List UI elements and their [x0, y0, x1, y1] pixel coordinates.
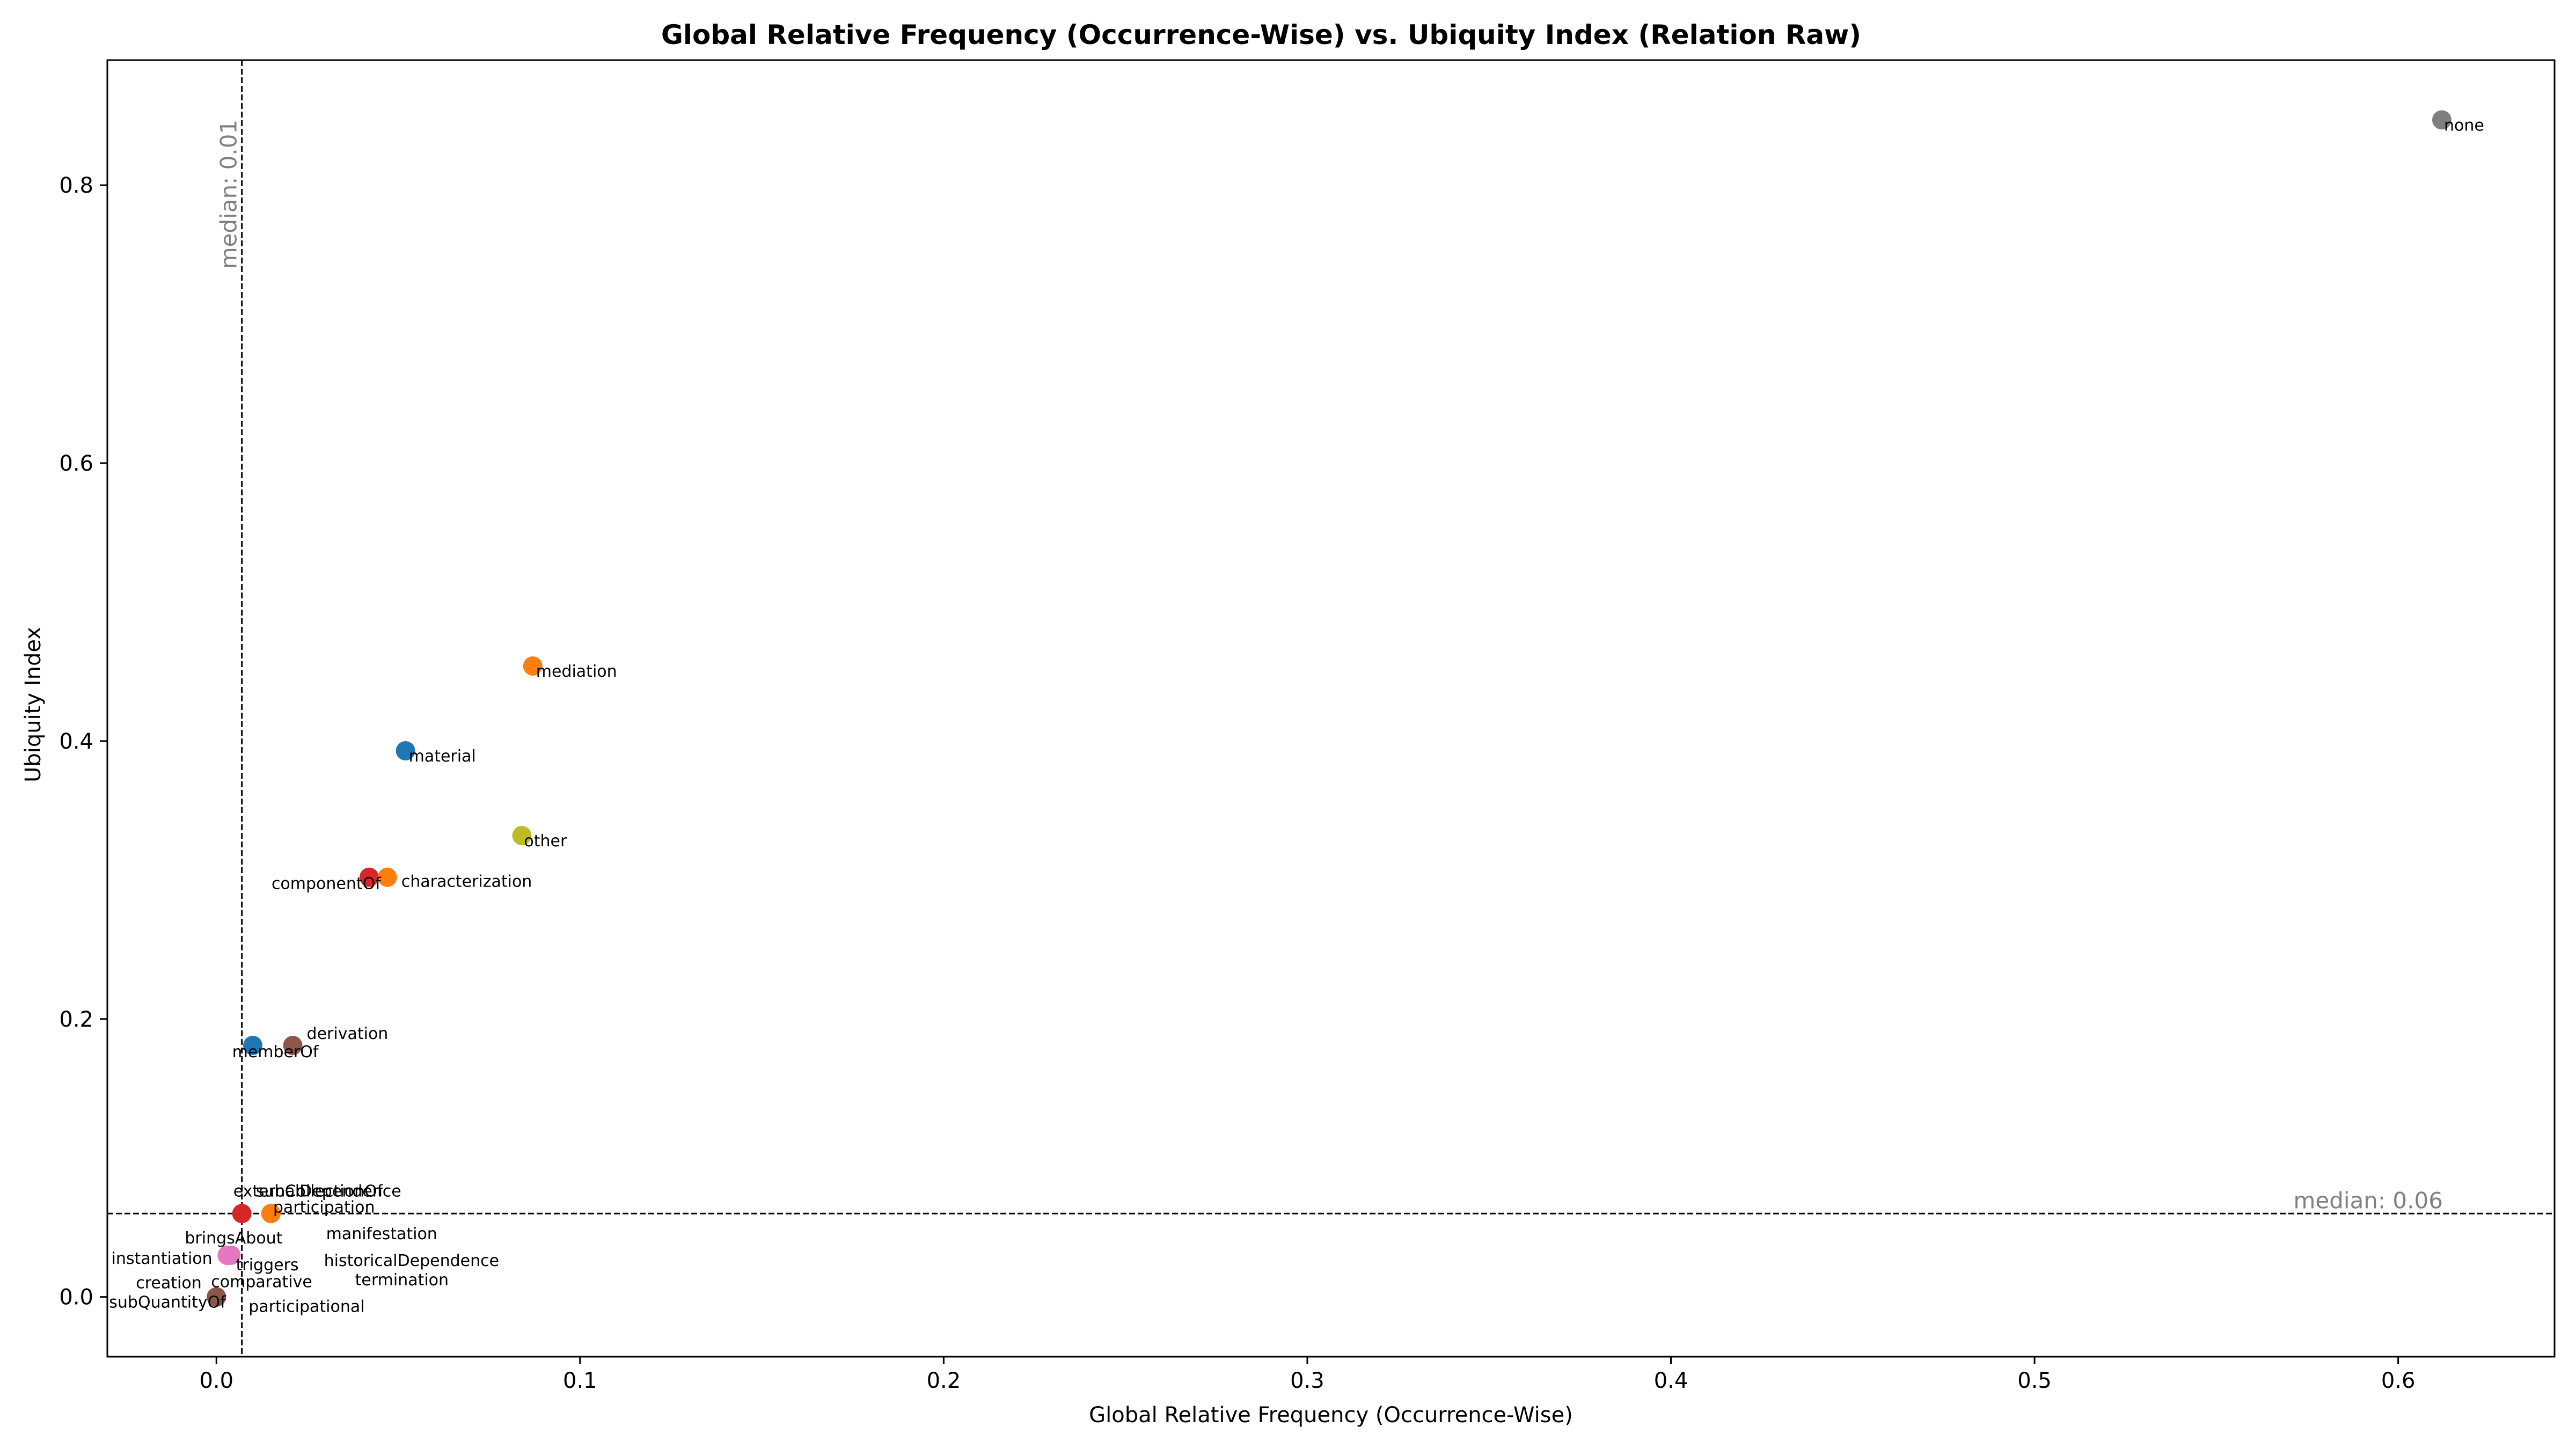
y-tick-label: 0.0 — [59, 1285, 93, 1310]
data-point-label: other — [524, 832, 567, 851]
x-tick-label: 0.5 — [2017, 1368, 2052, 1393]
data-point-label: externalDependence — [233, 1182, 401, 1201]
data-point-label: componentOf — [272, 875, 382, 894]
data-point — [396, 741, 415, 760]
data-point-label: bringsAbout — [185, 1229, 282, 1248]
x-tick-label: 0.0 — [199, 1368, 233, 1393]
y-tick-label: 0.6 — [59, 451, 93, 476]
x-tick-label: 0.2 — [927, 1368, 961, 1393]
y-axis-ticks: 0.0 0.2 0.4 0.6 0.8 — [59, 173, 107, 1310]
data-point — [261, 1204, 281, 1224]
data-point-label: triggers — [236, 1256, 299, 1275]
x-tick-label: 0.1 — [563, 1368, 597, 1393]
data-point-label: participation — [273, 1198, 375, 1217]
x-axis-ticks: 0.0 0.1 0.2 0.3 0.4 0.5 0.6 — [199, 1357, 2415, 1393]
data-point — [207, 1287, 226, 1307]
data-point — [377, 867, 397, 887]
data-point-label: manifestation — [326, 1225, 437, 1243]
data-point — [512, 825, 532, 845]
data-point-label: mediation — [536, 662, 617, 681]
data-points — [207, 110, 2451, 1307]
y-median-label: median: 0.06 — [2293, 1187, 2442, 1213]
y-tick-label: 0.8 — [59, 173, 93, 198]
data-point-labels: none mediation material other componentOf cha… — [109, 116, 2484, 1316]
data-point-label: subCollectionOf — [256, 1182, 384, 1201]
axes-frame — [106, 59, 2556, 1358]
data-point — [2432, 110, 2451, 130]
data-point-label: memberOf — [232, 1043, 319, 1062]
median-lines: median: 0.01 median: 0.06 — [107, 60, 2555, 1357]
x-tick-label: 0.3 — [1290, 1368, 1324, 1393]
data-point — [243, 1035, 263, 1055]
y-tick-label: 0.2 — [59, 1007, 93, 1032]
data-point-label: comparative — [211, 1273, 312, 1292]
data-point — [523, 656, 543, 676]
data-point-label: subQuantityOf — [109, 1293, 226, 1312]
data-point-label: none — [2444, 116, 2484, 135]
data-point-label: participational — [248, 1298, 364, 1316]
data-point-label: termination — [355, 1271, 449, 1290]
y-tick-label: 0.4 — [59, 729, 93, 754]
data-point — [359, 867, 379, 887]
data-point-label: material — [409, 747, 476, 766]
x-tick-label: 0.6 — [2381, 1368, 2416, 1393]
data-point — [232, 1204, 252, 1224]
chart-title: Global Relative Frequency (Occurrence-Wi… — [661, 19, 1861, 50]
data-point-label: derivation — [307, 1024, 389, 1043]
x-tick-label: 0.4 — [1654, 1368, 1688, 1393]
x-median-label: median: 0.01 — [216, 120, 242, 269]
y-axis-label: Ubiquity Index — [21, 627, 46, 782]
data-point-label: historicalDependence — [324, 1252, 500, 1270]
data-point — [283, 1035, 303, 1055]
data-point-label: creation — [136, 1274, 201, 1293]
data-point — [217, 1245, 237, 1265]
x-axis-label: Global Relative Frequency (Occurrence-Wi… — [1089, 1403, 1573, 1428]
data-point-label: characterization — [401, 873, 532, 891]
data-point-label: instantiation — [112, 1249, 213, 1268]
